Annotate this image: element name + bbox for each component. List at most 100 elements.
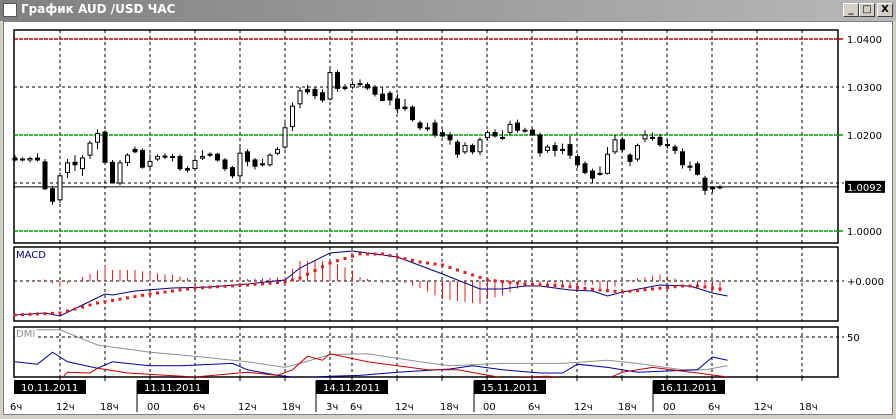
macd-signal-dot [88, 303, 92, 307]
price-panel [13, 29, 839, 244]
candle-body [620, 139, 625, 150]
candle-body [470, 145, 475, 153]
candle-body [245, 151, 250, 162]
macd-signal-dot [238, 283, 242, 287]
candle-body [537, 134, 543, 154]
candle-body [440, 132, 445, 137]
macd-signal-dot [133, 295, 137, 299]
macd-signal-dot [223, 284, 227, 288]
dmi-level-label: 50 [847, 333, 860, 344]
candle-body [222, 159, 228, 170]
candle-body [320, 92, 325, 101]
candle-body [20, 158, 25, 161]
macd-signal-dot [163, 290, 167, 294]
macd-signal-dot [373, 252, 377, 256]
macd-signal-dot [73, 307, 77, 311]
macd-signal-dot [306, 272, 309, 276]
candle-body [162, 155, 168, 158]
candle-body [522, 129, 528, 132]
current-price-badge [845, 180, 885, 193]
maximize-button[interactable]: □ [859, 3, 875, 17]
candle-body [237, 152, 243, 177]
macd-signal-dot [366, 252, 369, 256]
candle-body [635, 145, 640, 160]
time-tick-label: 18ч [440, 402, 459, 413]
macd-signal-dot [283, 280, 287, 284]
macd-signal-dot [606, 289, 609, 293]
macd-signal-dot [178, 288, 182, 292]
macd-signal-dot [591, 287, 594, 291]
macd-signal-dot [478, 276, 482, 279]
macd-signal-dot [13, 313, 17, 317]
candle-body [42, 161, 48, 190]
candle-body [710, 187, 715, 190]
price-tick-label: 1.0400 [847, 35, 882, 46]
macd-signal-dot [321, 265, 324, 269]
candle-body [102, 131, 108, 163]
candle-body [485, 132, 490, 138]
macd-signal-dot [628, 289, 632, 293]
time-tick-label: 18ч [618, 402, 637, 413]
candle-body [327, 72, 333, 100]
macd-signal-dot [51, 311, 54, 315]
candle-body [582, 163, 588, 173]
candle-body [132, 148, 138, 153]
candle-body [657, 136, 663, 146]
macd-signal-dot [418, 260, 422, 264]
candle-body [455, 141, 460, 155]
candle-body [297, 90, 303, 105]
candle-body [50, 188, 55, 202]
macd-signal-dot [583, 286, 587, 290]
candle-body [267, 154, 273, 166]
macd-signal-dot [298, 276, 302, 280]
candle-body [680, 151, 685, 166]
macd-signal-dot [36, 312, 39, 316]
macd-signal-dot [561, 284, 564, 288]
macd-signal-dot [501, 280, 504, 284]
close-button[interactable]: X [877, 3, 893, 17]
time-tick-label: 00 [147, 402, 160, 413]
price-tick-label: 1.0300 [847, 83, 882, 94]
macd-signal-dot [216, 285, 219, 289]
candle-body [402, 106, 408, 110]
macd-signal-dot [538, 283, 542, 287]
candle-body [567, 144, 573, 156]
dmi-label: DMI [16, 329, 35, 340]
date-label: 16.11.2011 [660, 383, 717, 394]
macd-signal-dot [201, 286, 204, 290]
macd-label: MACD [16, 250, 46, 261]
macd-signal-dot [231, 284, 234, 288]
candle-body [350, 84, 355, 88]
candle-body [200, 156, 205, 159]
candle-body [12, 157, 18, 161]
date-badge [14, 380, 86, 394]
candle-body [597, 172, 603, 175]
candle-body [642, 134, 648, 140]
candle-body [177, 156, 183, 170]
macd-signal-dot [621, 290, 624, 294]
candle-body [125, 154, 130, 163]
macd-signal-dot [381, 252, 384, 256]
macd-signal-dot [516, 281, 519, 285]
macd-signal-dot [411, 258, 414, 262]
candle-body [545, 146, 550, 151]
candle-body [432, 122, 438, 136]
macd-signal-dot [81, 305, 84, 309]
current-price-label: 1.0092 [847, 183, 882, 194]
minimize-button[interactable]: _ [843, 3, 859, 17]
macd-signal-dot [463, 271, 467, 274]
candle-body [477, 139, 483, 153]
macd-signal-dot [696, 284, 699, 288]
macd-signal-dot [21, 313, 24, 317]
dmi-plus-di-line [14, 351, 728, 377]
dmi-label-bg [15, 328, 37, 338]
macd-signal-dot [643, 288, 647, 292]
time-tick-label: 12ч [395, 402, 414, 413]
candle-body [590, 170, 595, 179]
date-badge [653, 380, 725, 394]
macd-signal-dot [456, 268, 459, 272]
dmi-minus-di-line [62, 353, 728, 377]
macd-signal-dot [148, 292, 152, 296]
candle-body [492, 132, 498, 137]
